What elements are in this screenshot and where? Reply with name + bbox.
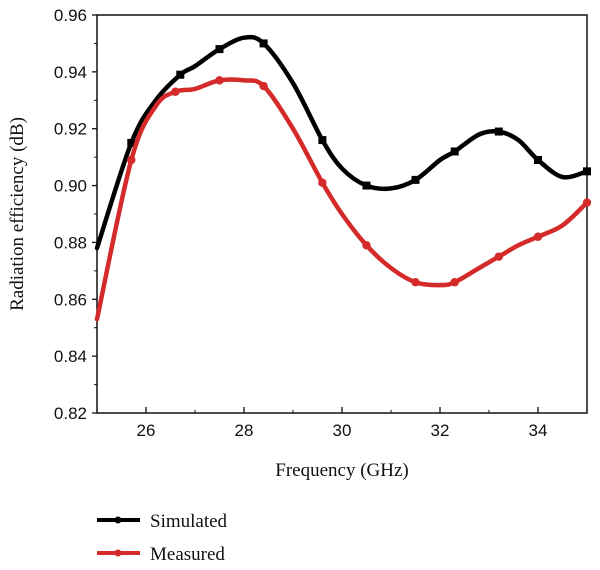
legend-label-simulated: Simulated	[150, 511, 228, 532]
y-tick-label: 0.88	[54, 233, 87, 252]
data-point-measured	[582, 198, 592, 207]
data-point-measured	[362, 241, 371, 250]
legend-item-measured: Measured	[97, 544, 225, 565]
data-point-simulated	[176, 70, 185, 79]
data-point-simulated	[411, 175, 420, 184]
x-tick-label: 28	[235, 421, 254, 440]
data-point-measured	[411, 278, 420, 287]
data-point-simulated	[494, 127, 503, 136]
y-tick-label: 0.82	[54, 404, 87, 423]
y-tick-label: 0.92	[54, 120, 87, 139]
data-point-simulated	[215, 45, 224, 54]
data-point-simulated	[534, 155, 542, 164]
y-axis-title: Radiation efficiency (dB)	[7, 117, 28, 311]
data-point-measured	[450, 278, 459, 287]
series-line-measured	[94, 77, 590, 322]
data-point-simulated	[259, 39, 268, 48]
x-tick-label: 26	[137, 421, 156, 440]
data-point-measured	[259, 81, 268, 91]
data-point-measured	[215, 76, 224, 85]
y-axis-ticks: 0.82 0.84 0.86 0.88 0.90 0.92 0.94 0.96	[54, 6, 97, 423]
y-tick-label: 0.96	[54, 6, 87, 25]
data-point-measured	[127, 155, 136, 165]
series-measured	[94, 76, 592, 322]
y-tick-label: 0.86	[54, 290, 87, 309]
x-tick-label: 30	[333, 421, 352, 440]
legend-marker-simulated	[114, 516, 122, 524]
y-tick-label: 0.84	[54, 347, 87, 366]
data-point-simulated	[318, 136, 327, 145]
x-tick-label: 32	[431, 421, 450, 440]
data-point-measured	[533, 232, 543, 241]
data-point-simulated	[362, 181, 371, 190]
data-point-simulated	[127, 138, 136, 147]
legend-marker-measured	[114, 549, 122, 557]
data-point-measured	[171, 87, 180, 96]
legend: Simulated Measured	[97, 511, 228, 565]
data-point-simulated	[583, 167, 591, 176]
data-point-simulated	[450, 147, 459, 156]
data-point-measured	[318, 178, 327, 187]
legend-label-measured: Measured	[150, 544, 225, 565]
y-tick-label: 0.94	[54, 63, 87, 82]
series-layer	[94, 34, 592, 322]
legend-item-simulated: Simulated	[97, 511, 228, 532]
data-point-measured	[494, 252, 503, 261]
y-tick-label: 0.90	[54, 177, 87, 196]
plot-area: 26 28 30 32 34 0.820.840.860.880.900.920.940…	[54, 6, 592, 440]
series-simulated	[94, 34, 591, 251]
x-tick-label: 34	[529, 421, 548, 440]
x-axis-title: Frequency (GHz)	[275, 460, 408, 481]
x-axis-ticks: 26 28 30 32 34	[96, 407, 588, 440]
